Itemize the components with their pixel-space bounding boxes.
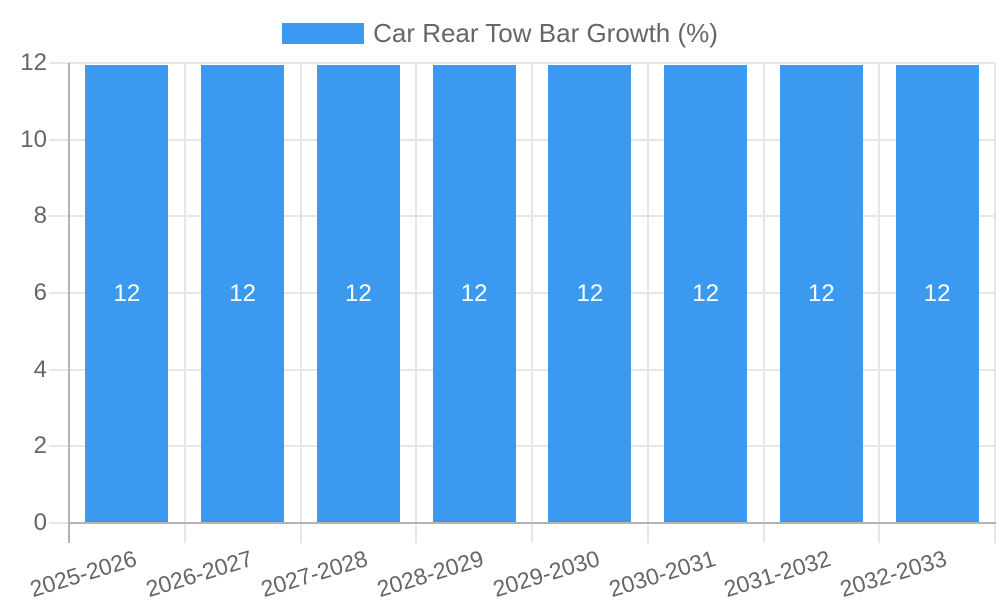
y-gridline bbox=[49, 445, 995, 448]
legend-label: Car Rear Tow Bar Growth (%) bbox=[373, 18, 718, 48]
x-gridline bbox=[531, 63, 533, 543]
x-tick-label: 2029-2030 bbox=[489, 545, 603, 602]
x-tick-label: 2028-2029 bbox=[373, 545, 487, 602]
y-tick-label: 12 bbox=[20, 49, 47, 76]
x-gridline bbox=[415, 63, 418, 543]
x-tick-label: 2027-2028 bbox=[258, 545, 371, 602]
bar-value-label: 12 bbox=[113, 280, 141, 307]
bar[interactable]: 12 bbox=[201, 65, 285, 523]
x-gridline bbox=[994, 63, 996, 543]
x-gridline bbox=[646, 63, 649, 543]
bar-value-label: 12 bbox=[692, 280, 719, 307]
y-tick-label: 10 bbox=[20, 125, 47, 153]
bar[interactable]: 12 bbox=[548, 65, 632, 523]
bar-value-label: 12 bbox=[229, 280, 256, 307]
x-tick-label: 2031-2032 bbox=[721, 545, 834, 602]
bar-value-label: 12 bbox=[808, 280, 835, 307]
bar[interactable]: 12 bbox=[895, 65, 979, 523]
x-tick-label: 2032-2033 bbox=[836, 545, 950, 602]
x-gridline bbox=[299, 63, 302, 543]
bar[interactable]: 12 bbox=[316, 65, 400, 523]
x-gridline bbox=[878, 63, 881, 543]
x-tick-label: 2030-2031 bbox=[605, 545, 719, 602]
x-tick-label: 2026-2027 bbox=[142, 545, 256, 602]
x-gridline bbox=[183, 63, 186, 543]
y-gridline bbox=[49, 215, 995, 218]
y-tick-label: 6 bbox=[33, 279, 47, 306]
y-gridline bbox=[49, 368, 995, 371]
x-tick-label: 2025-2026 bbox=[26, 545, 140, 602]
bar-value-label: 12 bbox=[345, 280, 372, 307]
bar[interactable]: 12 bbox=[664, 65, 748, 523]
chart-legend[interactable]: Car Rear Tow Bar Growth (%) bbox=[0, 20, 1000, 46]
bar[interactable]: 12 bbox=[432, 65, 516, 523]
y-gridline bbox=[49, 62, 995, 64]
x-axis-line bbox=[68, 522, 996, 524]
y-gridline bbox=[49, 138, 995, 141]
plot-area: 12 12 12 12 12 12 12 12 bbox=[49, 62, 996, 543]
bar-value-label: 12 bbox=[923, 280, 951, 307]
bar[interactable]: 12 bbox=[85, 65, 169, 523]
y-gridline bbox=[49, 292, 995, 294]
y-tick-label: 2 bbox=[33, 432, 47, 460]
y-axis-line bbox=[68, 63, 70, 543]
legend-swatch bbox=[282, 22, 365, 44]
y-tick-label: 0 bbox=[33, 509, 47, 536]
x-gridline bbox=[762, 63, 765, 543]
y-tick-label: 8 bbox=[33, 202, 47, 230]
bar-value-label: 12 bbox=[460, 280, 488, 307]
bar[interactable]: 12 bbox=[779, 65, 863, 523]
y-tick-label: 4 bbox=[33, 355, 47, 383]
bar-value-label: 12 bbox=[576, 280, 604, 307]
